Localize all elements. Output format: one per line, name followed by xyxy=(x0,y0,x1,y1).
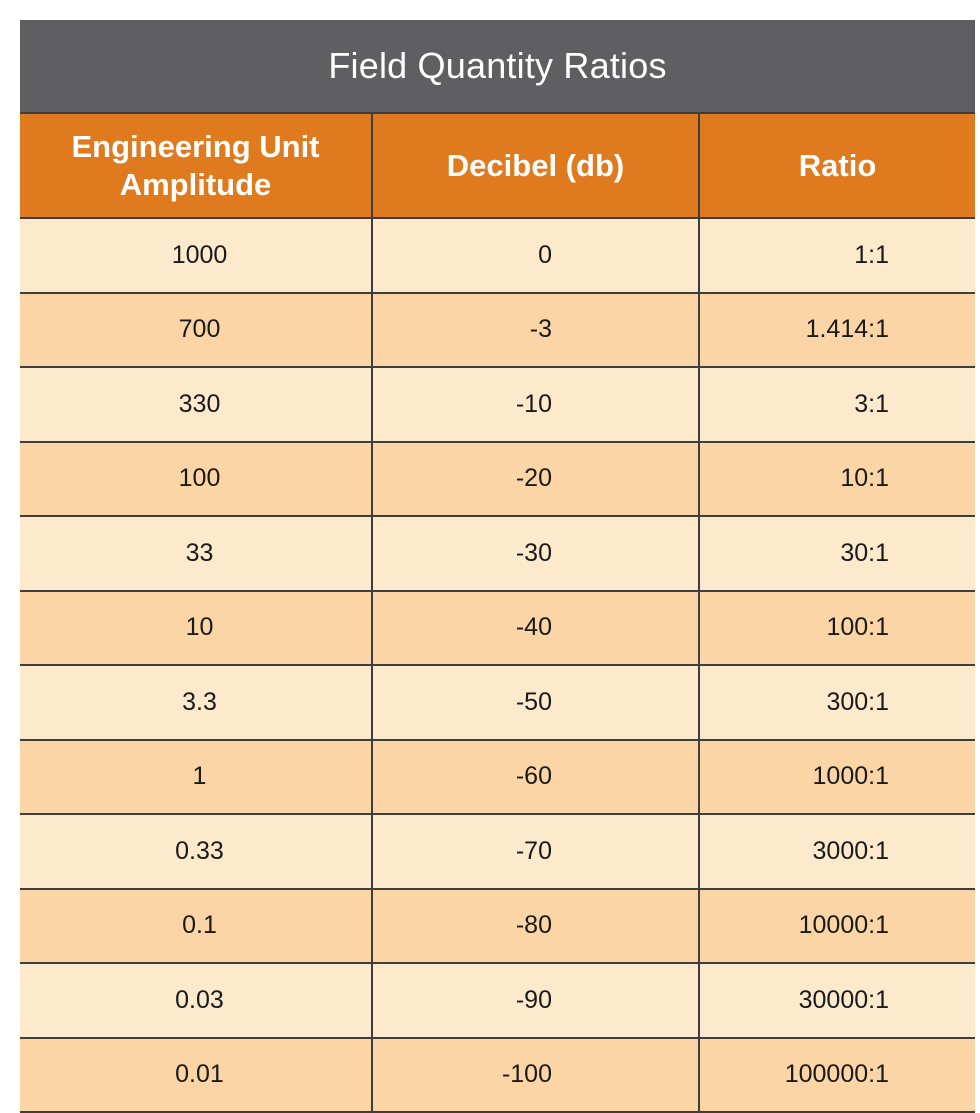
amplitude-cell: 3.3 xyxy=(20,665,373,741)
header-decibel: Decibel (db) xyxy=(372,114,700,219)
ratio-cell: 1000:1 xyxy=(699,739,975,815)
ratio-cell: 10000:1 xyxy=(699,888,975,964)
amplitude-cell: 0.33 xyxy=(20,814,373,890)
ratio-cell: 30000:1 xyxy=(699,963,975,1039)
table-title: Field Quantity Ratios xyxy=(20,20,975,114)
decibel-cell: -80 xyxy=(372,888,700,964)
amplitude-cell: 1000 xyxy=(20,218,373,294)
decibel-cell: -3 xyxy=(372,292,700,368)
decibel-cell: -40 xyxy=(372,590,700,666)
table-row: 100 -20 10:1 xyxy=(20,441,975,517)
amplitude-cell: 0.1 xyxy=(20,888,373,964)
decibel-cell: -60 xyxy=(372,739,700,815)
table-row: 700 -3 1.414:1 xyxy=(20,292,975,368)
ratio-cell: 100000:1 xyxy=(699,1037,975,1113)
ratio-cell: 1.414:1 xyxy=(699,292,975,368)
table-row: 1 -60 1000:1 xyxy=(20,739,975,815)
ratio-cell: 10:1 xyxy=(699,441,975,517)
table-row: 10 -40 100:1 xyxy=(20,590,975,666)
amplitude-cell: 1 xyxy=(20,739,373,815)
header-amplitude: Engineering Unit Amplitude xyxy=(20,114,373,219)
amplitude-cell: 10 xyxy=(20,590,373,666)
ratio-cell: 3000:1 xyxy=(699,814,975,890)
ratio-cell: 300:1 xyxy=(699,665,975,741)
decibel-cell: 0 xyxy=(372,218,700,294)
table-row: 3.3 -50 300:1 xyxy=(20,665,975,741)
decibel-cell: -10 xyxy=(372,367,700,443)
decibel-cell: -90 xyxy=(372,963,700,1039)
table-row: 330 -10 3:1 xyxy=(20,367,975,443)
decibel-cell: -50 xyxy=(372,665,700,741)
decibel-cell: -30 xyxy=(372,516,700,592)
amplitude-cell: 0.03 xyxy=(20,963,373,1039)
table-row: 1000 0 1:1 xyxy=(20,218,975,294)
ratio-cell: 1:1 xyxy=(699,218,975,294)
table-row: 0.33 -70 3000:1 xyxy=(20,814,975,890)
ratio-cell: 3:1 xyxy=(699,367,975,443)
header-row: Engineering Unit Amplitude Decibel (db) … xyxy=(20,114,975,219)
ratio-cell: 30:1 xyxy=(699,516,975,592)
amplitude-cell: 0.01 xyxy=(20,1037,373,1113)
table-row: 0.1 -80 10000:1 xyxy=(20,888,975,964)
ratio-cell: 100:1 xyxy=(699,590,975,666)
field-quantity-table: Field Quantity Ratios Engineering Unit A… xyxy=(20,20,975,1113)
table-row: 0.01 -100 100000:1 xyxy=(20,1037,975,1113)
decibel-cell: -20 xyxy=(372,441,700,517)
amplitude-cell: 100 xyxy=(20,441,373,517)
amplitude-cell: 700 xyxy=(20,292,373,368)
header-ratio: Ratio xyxy=(699,114,975,219)
amplitude-cell: 33 xyxy=(20,516,373,592)
table-row: 33 -30 30:1 xyxy=(20,516,975,592)
decibel-cell: -100 xyxy=(372,1037,700,1113)
amplitude-cell: 330 xyxy=(20,367,373,443)
ratio-table: Engineering Unit Amplitude Decibel (db) … xyxy=(20,114,975,1113)
decibel-cell: -70 xyxy=(372,814,700,890)
table-row: 0.03 -90 30000:1 xyxy=(20,963,975,1039)
